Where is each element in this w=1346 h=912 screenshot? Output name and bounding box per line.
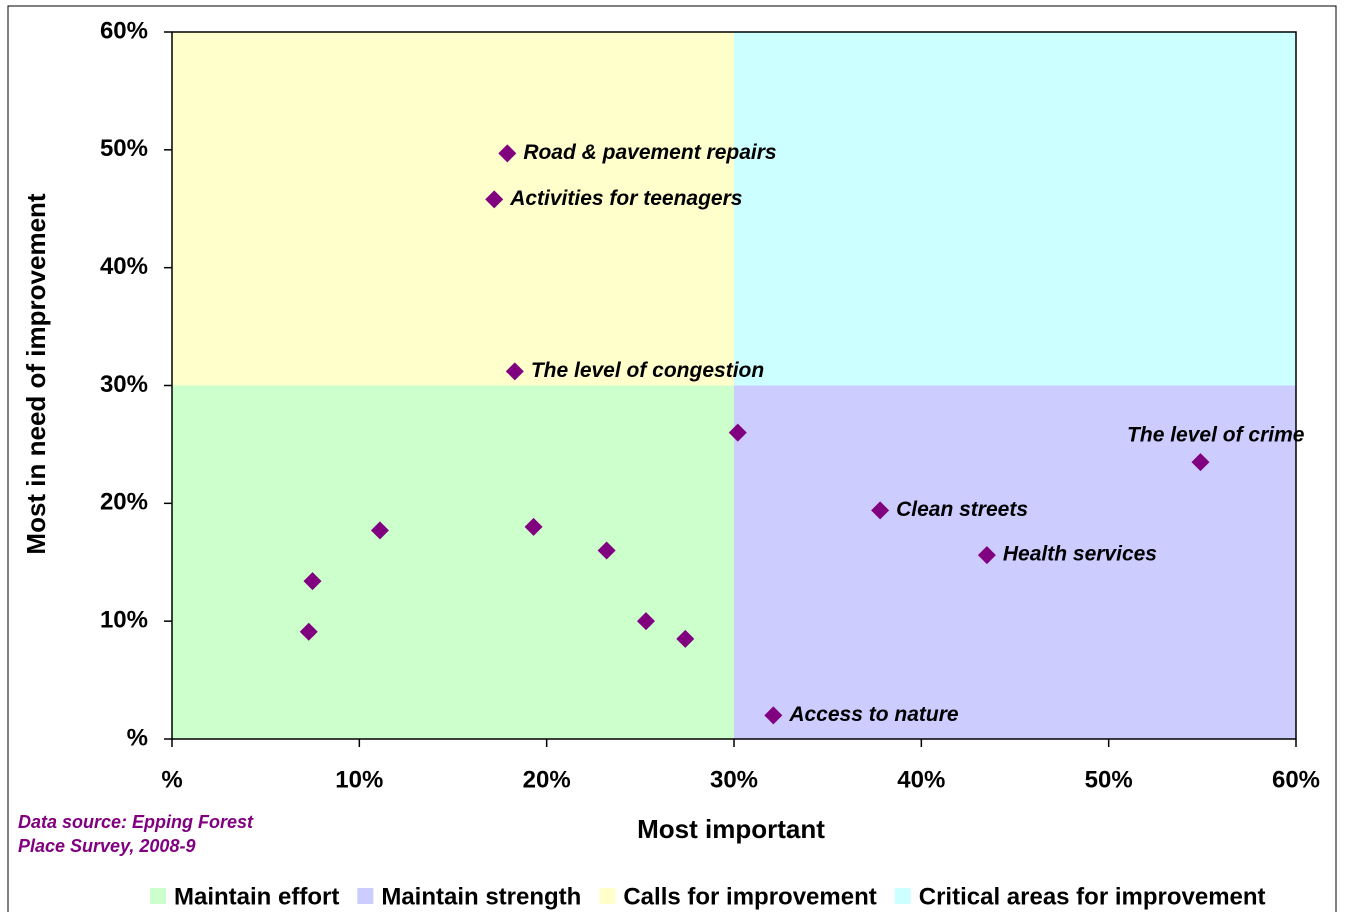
point-label: The level of congestion	[531, 359, 764, 382]
legend-label: Critical areas for improvement	[919, 883, 1266, 910]
source-note: Data source: Epping Forest	[18, 812, 254, 832]
point-label: Activities for teenagers	[509, 187, 742, 210]
point	[498, 144, 517, 163]
legend-swatch	[150, 888, 166, 904]
source-note: Place Survey, 2008-9	[18, 836, 195, 856]
x-tick-label: %	[161, 766, 182, 793]
point	[303, 572, 322, 591]
y-axis-title: Most in need of improvement	[21, 193, 51, 554]
y-tick-label: 10%	[100, 607, 148, 634]
point	[871, 501, 890, 520]
x-tick-label: 30%	[710, 766, 758, 793]
y-tick-label: 40%	[100, 253, 148, 280]
legend-swatch	[894, 888, 911, 904]
y-tick-label: 60%	[100, 17, 148, 44]
point	[636, 612, 655, 631]
point	[977, 546, 996, 565]
y-tick-label: %	[127, 724, 148, 751]
point	[485, 190, 504, 209]
point-label: The level of crime	[1127, 424, 1305, 447]
quadrant	[172, 32, 734, 386]
quadrant	[734, 32, 1296, 386]
quadrant	[172, 385, 734, 739]
y-tick-label: 20%	[100, 489, 148, 516]
quadrant	[734, 385, 1296, 739]
point-label: Health services	[1003, 543, 1157, 566]
x-axis-title: Most important	[637, 814, 825, 844]
y-tick-label: 50%	[100, 135, 148, 162]
point-label: Access to nature	[788, 703, 959, 726]
legend-swatch	[599, 888, 616, 904]
point-label: Clean streets	[896, 498, 1028, 521]
point	[1191, 453, 1210, 472]
point	[676, 629, 695, 648]
legend-label: Maintain strength	[381, 883, 581, 910]
point-label: Road & pavement repairs	[523, 141, 776, 164]
point	[299, 622, 318, 641]
legend-label: Maintain effort	[174, 883, 339, 910]
x-tick-label: 60%	[1272, 766, 1320, 793]
y-tick-label: 30%	[100, 371, 148, 398]
x-tick-label: 10%	[335, 766, 383, 793]
x-tick-label: 50%	[1085, 766, 1133, 793]
legend-label: Calls for improvement	[623, 883, 876, 910]
chart-frame	[7, 5, 1337, 912]
x-tick-label: 40%	[897, 766, 945, 793]
point	[505, 362, 524, 381]
point	[764, 706, 783, 725]
point	[728, 423, 747, 442]
x-tick-label: 20%	[523, 766, 571, 793]
point	[370, 521, 389, 540]
point	[524, 517, 543, 536]
point	[597, 541, 616, 560]
legend-swatch	[357, 888, 374, 904]
